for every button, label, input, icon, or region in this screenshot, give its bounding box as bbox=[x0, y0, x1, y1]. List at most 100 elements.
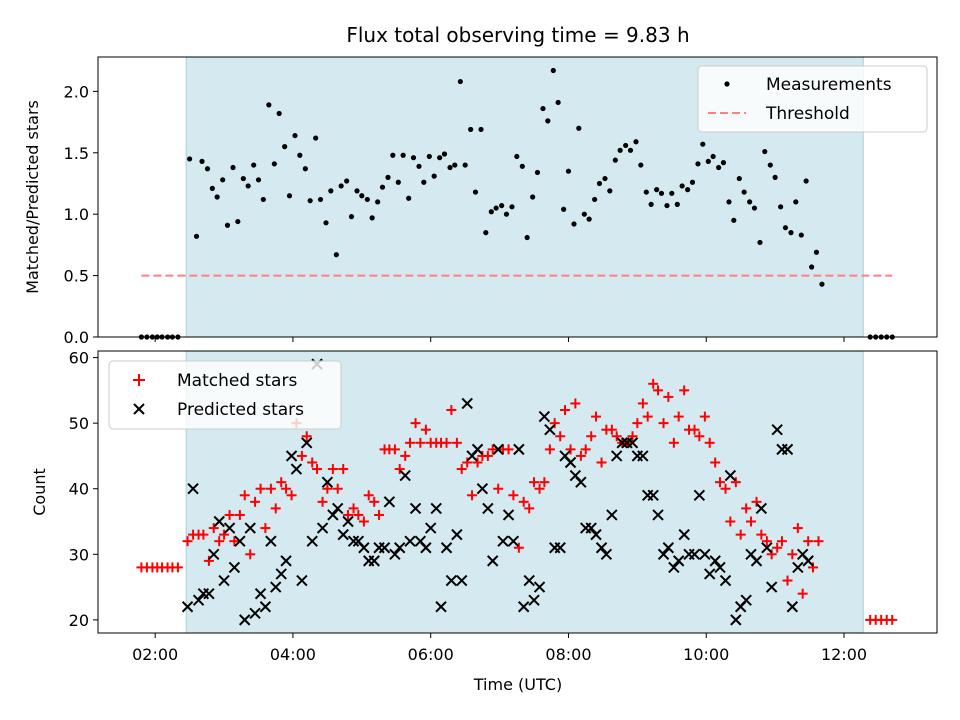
predicted-star-point bbox=[420, 542, 432, 554]
x-tick-label: 08:00 bbox=[545, 645, 591, 664]
ratio-y-tick-label: 1.5 bbox=[64, 144, 89, 163]
matched-star-point bbox=[560, 405, 571, 416]
predicted-star-point bbox=[213, 515, 225, 528]
measurement-point bbox=[488, 209, 494, 215]
predicted-star-point bbox=[249, 607, 261, 620]
predicted-star-point bbox=[455, 574, 468, 587]
measurement-point bbox=[317, 196, 324, 203]
measurement-point bbox=[359, 193, 365, 199]
predicted-star-point bbox=[270, 581, 282, 593]
predicted-legend-label: Predicted stars bbox=[177, 400, 304, 420]
measurement-point bbox=[617, 147, 623, 153]
measurement-point bbox=[565, 168, 572, 174]
measurement-point bbox=[204, 166, 211, 172]
measurement-point bbox=[410, 155, 417, 161]
matched-star-point bbox=[214, 536, 225, 547]
matched-star-point bbox=[694, 431, 705, 442]
measurement-point bbox=[555, 99, 561, 106]
ratio-y-tick-label: 2.0 bbox=[64, 82, 89, 101]
matched-star-point bbox=[534, 483, 545, 494]
matched-star-point bbox=[668, 437, 679, 448]
measurement-point bbox=[457, 78, 463, 85]
matched-star-point bbox=[518, 496, 529, 507]
x-tick-label: 10:00 bbox=[683, 645, 729, 664]
predicted-legend-marker bbox=[133, 403, 145, 415]
predicted-star-point bbox=[389, 548, 401, 561]
measurement-point bbox=[260, 196, 266, 203]
predicted-star-point bbox=[703, 568, 716, 580]
measurement-point bbox=[633, 139, 639, 145]
measurement-point bbox=[468, 126, 474, 133]
measurement-point bbox=[286, 193, 293, 199]
measurement-point bbox=[726, 199, 732, 205]
measurement-point bbox=[199, 158, 205, 164]
predicted-star-point bbox=[637, 450, 649, 462]
measurement-point bbox=[561, 206, 567, 212]
predicted-star-point bbox=[575, 476, 587, 488]
matched-star-point bbox=[307, 457, 318, 468]
predicted-star-point bbox=[657, 548, 670, 561]
predicted-star-point bbox=[228, 561, 241, 574]
matched-star-point bbox=[730, 477, 741, 488]
predicted-star-point bbox=[528, 594, 540, 606]
matched-star-point bbox=[467, 490, 478, 501]
matched-star-point bbox=[679, 385, 690, 396]
predicted-star-point bbox=[714, 561, 726, 574]
measurement-point bbox=[782, 225, 789, 231]
measurement-point bbox=[503, 211, 510, 217]
predicted-star-point bbox=[203, 587, 215, 600]
matched-star-point bbox=[219, 529, 230, 540]
measurement-point bbox=[710, 153, 716, 160]
measurement-point bbox=[348, 214, 355, 220]
predicted-star-point bbox=[404, 535, 416, 547]
predicted-star-point bbox=[383, 496, 396, 508]
measurement-point bbox=[514, 153, 520, 160]
matched-star-point bbox=[353, 509, 364, 520]
counts-legend: Matched stars Predicted stars bbox=[108, 360, 342, 430]
ratio-legend-box bbox=[697, 65, 928, 133]
predicted-star-point bbox=[513, 443, 525, 456]
predicted-star-point bbox=[280, 555, 292, 567]
matched-star-point bbox=[653, 385, 664, 396]
matched-star-point bbox=[487, 444, 498, 455]
predicted-star-point bbox=[626, 437, 639, 449]
predicted-star-point bbox=[290, 463, 303, 475]
measurement-point bbox=[302, 166, 308, 172]
measurement-point bbox=[441, 151, 448, 157]
measurement-point bbox=[255, 177, 262, 183]
predicted-star-point bbox=[652, 509, 664, 521]
matched-star-point bbox=[239, 490, 250, 501]
predicted-star-point bbox=[259, 601, 272, 613]
measurement-point bbox=[271, 161, 277, 167]
matched-star-point bbox=[224, 509, 235, 520]
predicted-star-point bbox=[327, 509, 339, 521]
predicted-star-point bbox=[342, 515, 354, 528]
predicted-star-point bbox=[368, 555, 380, 567]
measurements-legend-label: Measurements bbox=[766, 75, 892, 95]
counts-y-tick-label: 60 bbox=[69, 349, 89, 368]
predicted-star-point bbox=[244, 522, 256, 534]
matched-legend-marker bbox=[133, 374, 145, 386]
matched-star-point bbox=[756, 529, 767, 540]
predicted-star-point bbox=[265, 535, 277, 547]
measurement-point bbox=[798, 232, 804, 238]
measurement-point bbox=[689, 179, 696, 185]
matched-star-point bbox=[715, 477, 726, 488]
predicted-star-point bbox=[781, 443, 794, 456]
matched-star-point bbox=[229, 536, 240, 547]
matched-star-point bbox=[751, 496, 762, 507]
measurement-point bbox=[540, 105, 546, 112]
matched-star-point bbox=[281, 483, 292, 494]
ratio-y-tick-label: 0.5 bbox=[64, 267, 89, 286]
matched-star-point bbox=[803, 536, 814, 547]
measurement-point bbox=[452, 162, 458, 168]
measurement-point bbox=[596, 180, 603, 187]
predicted-star-point bbox=[730, 614, 742, 626]
ratio-legend: Measurements Threshold bbox=[697, 65, 928, 133]
matched-star-point bbox=[627, 431, 638, 442]
predicted-star-point bbox=[792, 561, 804, 574]
predicted-star-point bbox=[724, 469, 737, 482]
measurement-point bbox=[400, 152, 406, 158]
predicted-star-point bbox=[445, 574, 458, 587]
